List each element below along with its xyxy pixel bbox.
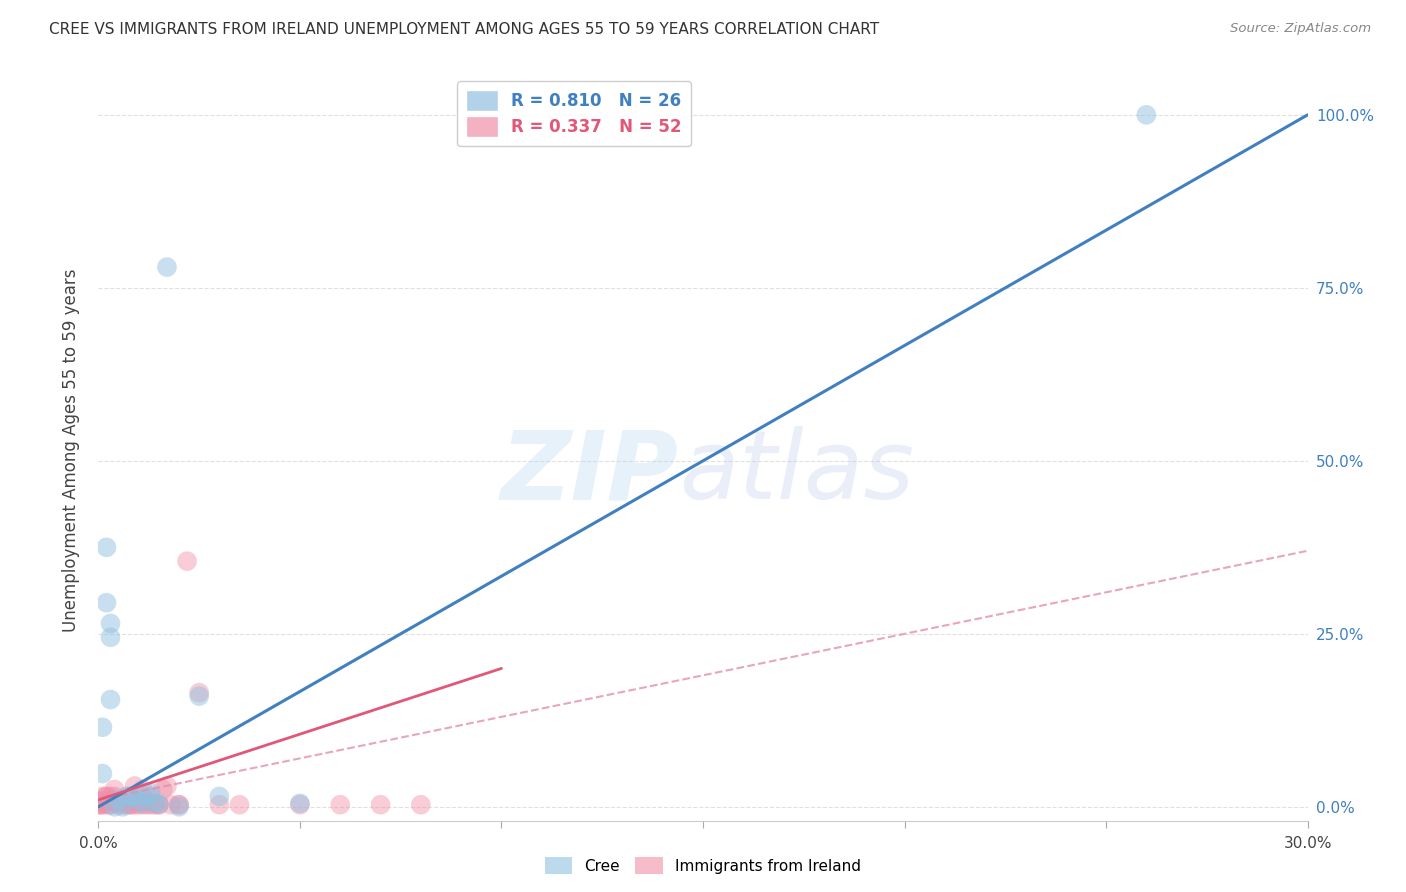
Point bbox=[111, 794, 134, 808]
Point bbox=[87, 794, 110, 808]
Point bbox=[132, 797, 155, 812]
Point bbox=[288, 797, 311, 811]
Point bbox=[103, 794, 125, 808]
Point bbox=[87, 797, 110, 812]
Point bbox=[96, 797, 118, 812]
Point bbox=[167, 797, 190, 812]
Point bbox=[208, 789, 231, 804]
Point bbox=[124, 797, 146, 812]
Point bbox=[91, 720, 114, 734]
Point bbox=[128, 797, 150, 812]
Point bbox=[115, 797, 138, 812]
Point bbox=[143, 797, 166, 811]
Legend: R = 0.810   N = 26, R = 0.337   N = 52: R = 0.810 N = 26, R = 0.337 N = 52 bbox=[457, 81, 692, 146]
Text: atlas: atlas bbox=[679, 426, 914, 519]
Point bbox=[143, 797, 166, 812]
Point bbox=[329, 797, 352, 812]
Point bbox=[111, 797, 134, 812]
Point bbox=[167, 797, 190, 812]
Text: Source: ZipAtlas.com: Source: ZipAtlas.com bbox=[1230, 22, 1371, 36]
Text: ZIP: ZIP bbox=[501, 426, 679, 519]
Point bbox=[91, 797, 114, 812]
Point bbox=[107, 797, 129, 812]
Point bbox=[188, 685, 211, 699]
Point bbox=[1135, 108, 1157, 122]
Point bbox=[228, 797, 250, 812]
Y-axis label: Unemployment Among Ages 55 to 59 years: Unemployment Among Ages 55 to 59 years bbox=[62, 268, 80, 632]
Point bbox=[100, 797, 122, 812]
Point bbox=[107, 793, 129, 807]
Point bbox=[139, 786, 162, 800]
Point bbox=[148, 797, 170, 812]
Point bbox=[288, 797, 311, 812]
Point bbox=[107, 794, 129, 808]
Point bbox=[100, 797, 122, 812]
Point bbox=[135, 794, 157, 808]
Point bbox=[103, 789, 125, 804]
Text: CREE VS IMMIGRANTS FROM IRELAND UNEMPLOYMENT AMONG AGES 55 TO 59 YEARS CORRELATI: CREE VS IMMIGRANTS FROM IRELAND UNEMPLOY… bbox=[49, 22, 879, 37]
Point bbox=[148, 797, 170, 812]
Point bbox=[103, 782, 125, 797]
Point bbox=[100, 789, 122, 804]
Point bbox=[132, 797, 155, 811]
Point bbox=[100, 794, 122, 808]
Point bbox=[124, 789, 146, 804]
Point bbox=[120, 789, 142, 804]
Point bbox=[160, 797, 183, 812]
Point bbox=[91, 766, 114, 780]
Point bbox=[152, 782, 174, 797]
Point bbox=[91, 789, 114, 804]
Point bbox=[128, 793, 150, 807]
Point bbox=[100, 630, 122, 644]
Point bbox=[148, 797, 170, 811]
Point bbox=[139, 797, 162, 812]
Point bbox=[111, 799, 134, 814]
Point bbox=[128, 794, 150, 808]
Point bbox=[188, 689, 211, 703]
Point bbox=[103, 799, 125, 814]
Point bbox=[96, 789, 118, 804]
Point bbox=[208, 797, 231, 812]
Point bbox=[135, 789, 157, 804]
Point bbox=[120, 797, 142, 812]
Point bbox=[139, 789, 162, 804]
Point bbox=[156, 260, 179, 274]
Legend: Cree, Immigrants from Ireland: Cree, Immigrants from Ireland bbox=[538, 851, 868, 880]
Point bbox=[91, 794, 114, 808]
Point bbox=[176, 554, 198, 568]
Point bbox=[91, 797, 114, 812]
Point bbox=[96, 541, 118, 555]
Point bbox=[100, 616, 122, 631]
Point bbox=[156, 779, 179, 793]
Point bbox=[115, 789, 138, 804]
Point bbox=[100, 692, 122, 706]
Point bbox=[115, 789, 138, 804]
Point bbox=[96, 789, 118, 804]
Point bbox=[124, 779, 146, 793]
Point bbox=[87, 797, 110, 812]
Point bbox=[96, 596, 118, 610]
Point bbox=[167, 799, 190, 814]
Point bbox=[96, 794, 118, 808]
Point bbox=[132, 782, 155, 797]
Point bbox=[120, 797, 142, 812]
Point bbox=[135, 797, 157, 812]
Point bbox=[370, 797, 392, 812]
Point bbox=[409, 797, 432, 812]
